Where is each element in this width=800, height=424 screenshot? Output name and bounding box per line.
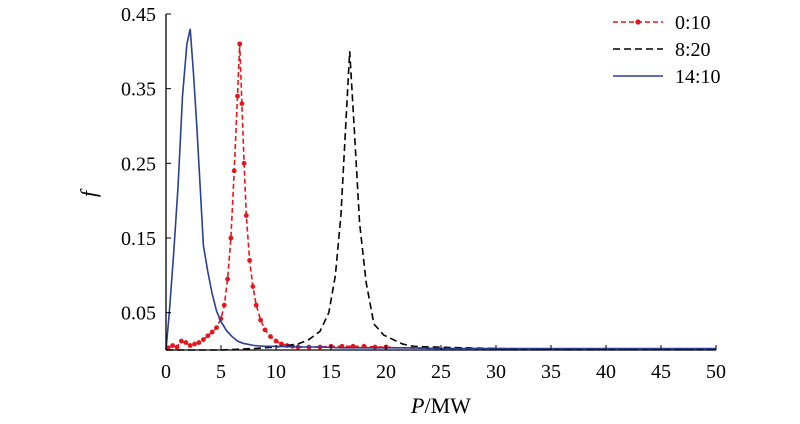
data-point xyxy=(268,334,273,339)
data-point xyxy=(241,160,247,166)
data-point xyxy=(258,317,263,323)
x-tick-label: 35 xyxy=(541,361,561,383)
data-point xyxy=(273,338,279,344)
data-point xyxy=(225,276,231,282)
data-point xyxy=(183,340,189,345)
data-point xyxy=(247,258,253,263)
data-point xyxy=(196,340,202,345)
x-tick-label: 50 xyxy=(706,361,726,383)
x-tick-label: 30 xyxy=(486,361,506,383)
data-point xyxy=(250,284,256,289)
data-point xyxy=(187,343,193,348)
legend-label: 8:20 xyxy=(675,39,711,61)
y-tick-label: 0.25 xyxy=(121,153,156,175)
y-tick-label: 0.35 xyxy=(121,79,156,101)
data-point xyxy=(231,168,237,174)
data-point xyxy=(262,327,268,333)
data-point xyxy=(237,41,243,47)
x-tick-label: 40 xyxy=(596,361,616,383)
data-point xyxy=(179,338,184,344)
x-axis-title: P/MW xyxy=(410,393,471,418)
data-point xyxy=(243,213,249,219)
data-point xyxy=(209,329,215,335)
data-point xyxy=(221,302,227,308)
y-tick-label: 0.45 xyxy=(121,4,156,26)
data-point xyxy=(205,333,211,339)
x-tick-label: 45 xyxy=(651,361,671,383)
legend-item: 14:10 xyxy=(613,66,721,88)
x-tick-label: 10 xyxy=(266,361,286,383)
x-tick-label: 5 xyxy=(216,361,226,383)
x-axis-title-unit: /MW xyxy=(425,393,472,418)
series-8-20 xyxy=(166,51,716,351)
data-point xyxy=(228,235,234,241)
series-0-10 xyxy=(165,41,716,351)
legend-label: 0:10 xyxy=(675,12,711,34)
y-tick-label: 0.15 xyxy=(121,228,156,250)
data-point xyxy=(174,344,180,350)
legend-marker xyxy=(635,19,641,25)
series-14-10 xyxy=(165,28,716,351)
data-point xyxy=(214,325,220,330)
y-axis-ticks: 0.05 0.15 0.25 0.35 0.45 xyxy=(121,4,171,325)
series-layer xyxy=(165,28,716,351)
data-point xyxy=(201,337,206,342)
data-point xyxy=(192,341,198,347)
x-tick-label: 25 xyxy=(431,361,451,383)
x-axis-title-symbol: P xyxy=(410,393,424,418)
legend-item: 0:10 xyxy=(613,12,711,34)
legend: 0:10 8:20 14:10 xyxy=(613,12,721,88)
series-line xyxy=(166,51,716,351)
data-point xyxy=(279,341,284,347)
y-tick-label: 0.05 xyxy=(121,303,156,325)
series-line xyxy=(167,43,716,351)
y-axis-title: f xyxy=(76,188,101,197)
data-point xyxy=(239,101,245,106)
legend-item: 8:20 xyxy=(613,39,711,61)
plot-area xyxy=(165,14,716,351)
data-point xyxy=(235,93,240,99)
data-point xyxy=(253,302,259,308)
legend-label: 14:10 xyxy=(675,66,721,88)
x-tick-label: 20 xyxy=(376,361,396,383)
data-point xyxy=(170,343,176,348)
x-tick-label: 0 xyxy=(161,361,171,383)
series-line xyxy=(165,28,716,351)
x-axis-ticks: 0 5 10 15 20 25 30 35 40 45 50 xyxy=(161,345,726,383)
x-tick-label: 15 xyxy=(321,361,341,383)
